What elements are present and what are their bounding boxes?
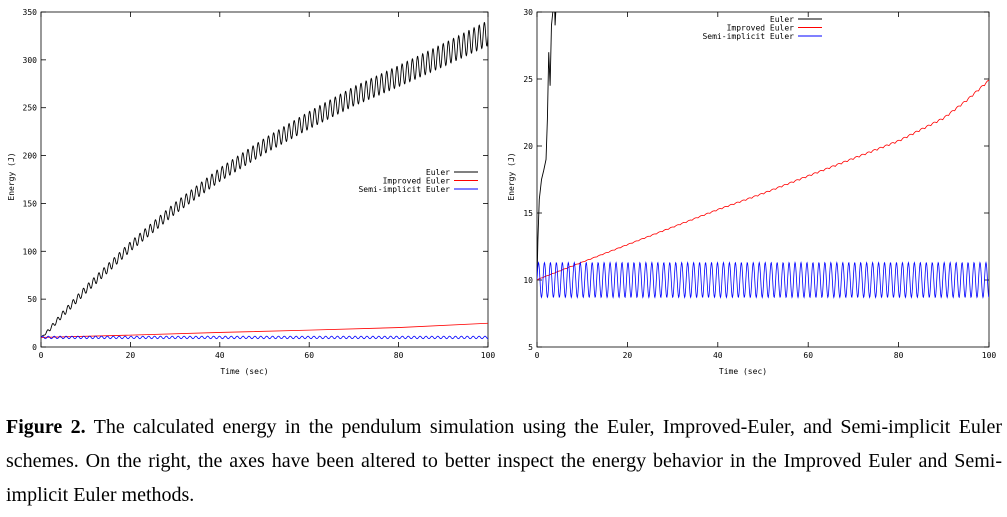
x-axis-label: Time (sec) bbox=[719, 367, 767, 376]
series-group bbox=[41, 22, 488, 340]
x-tick-label: 60 bbox=[803, 351, 813, 360]
x-tick-label: 80 bbox=[394, 351, 404, 360]
x-tick-label: 100 bbox=[481, 351, 496, 360]
series-line-improved-euler bbox=[537, 79, 989, 281]
y-tick-label: 350 bbox=[23, 8, 38, 17]
caption-label: Figure 2. bbox=[6, 416, 86, 438]
y-tick-label: 15 bbox=[523, 209, 533, 218]
x-tick-label: 0 bbox=[39, 351, 44, 360]
y-tick-label: 300 bbox=[23, 56, 38, 65]
series-line-semi-implicit-euler bbox=[537, 261, 989, 299]
legend-label: Semi-implicit Euler bbox=[702, 32, 794, 41]
legend-label: Euler bbox=[770, 15, 794, 24]
plot-frame bbox=[536, 11, 990, 348]
y-axis-label: Energy (J) bbox=[7, 152, 16, 200]
x-tick-label: 20 bbox=[623, 351, 633, 360]
x-tick-label: 0 bbox=[535, 351, 540, 360]
series-line-euler bbox=[41, 22, 488, 338]
x-tick-label: 60 bbox=[304, 351, 314, 360]
x-tick-label: 100 bbox=[982, 351, 997, 360]
y-tick-label: 150 bbox=[23, 199, 38, 208]
x-tick-label: 80 bbox=[894, 351, 904, 360]
series-line-improved-euler bbox=[41, 322, 488, 338]
x-tick-label: 40 bbox=[713, 351, 723, 360]
y-tick-label: 10 bbox=[523, 276, 533, 285]
series-line-semi-implicit-euler bbox=[41, 335, 488, 340]
legend-label: Improved Euler bbox=[383, 177, 451, 186]
y-tick-label: 250 bbox=[23, 104, 38, 113]
y-tick-label: 100 bbox=[23, 247, 38, 256]
y-tick-label: 30 bbox=[523, 8, 533, 17]
series-group bbox=[537, 12, 989, 299]
y-tick-label: 20 bbox=[523, 142, 533, 151]
legend-label: Improved Euler bbox=[727, 24, 795, 33]
x-tick-label: 40 bbox=[215, 351, 225, 360]
y-tick-label: 50 bbox=[27, 295, 37, 304]
y-tick-label: 0 bbox=[32, 343, 37, 352]
chart-left: 0 20 40 60 80 100 0 50 100 150 200 250 300 350 Time (s… bbox=[7, 8, 496, 376]
legend-label: Semi-implicit Euler bbox=[358, 185, 450, 194]
x-axis-label: Time (sec) bbox=[220, 367, 268, 376]
figure-caption: Figure 2. The calculated energy in the p… bbox=[6, 410, 1002, 512]
y-tick-label: 25 bbox=[523, 75, 533, 84]
y-tick-label: 5 bbox=[528, 343, 533, 352]
chart-right: 0 20 40 60 80 100 5 10 15 20 25 30 Time (sec) Energy … bbox=[507, 8, 997, 376]
caption-text: The calculated energy in the pendulum si… bbox=[6, 416, 1003, 506]
series-line-euler bbox=[537, 12, 557, 281]
x-tick-label: 20 bbox=[126, 351, 136, 360]
y-axis-label: Energy (J) bbox=[507, 152, 516, 200]
plot-frame bbox=[40, 11, 489, 348]
legend-label: Euler bbox=[426, 168, 450, 177]
y-tick-label: 200 bbox=[23, 152, 38, 161]
